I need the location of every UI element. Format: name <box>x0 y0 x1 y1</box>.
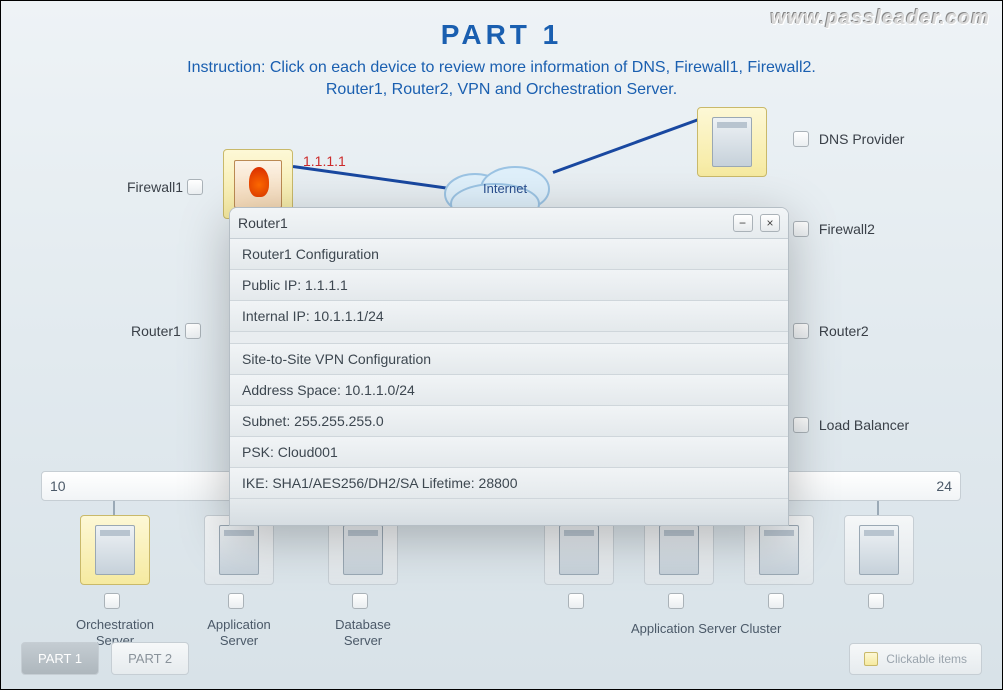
server-icon <box>219 525 259 575</box>
internet-label: Internet <box>483 181 527 196</box>
cluster-server-1[interactable] <box>531 515 627 611</box>
cluster3-checkbox[interactable] <box>768 593 784 609</box>
db-checkbox[interactable] <box>352 593 368 609</box>
orch-checkbox[interactable] <box>104 593 120 609</box>
server-icon <box>659 525 699 575</box>
cluster-caption: Application Server Cluster <box>631 621 781 636</box>
dialog-titlebar[interactable]: Router1 − × <box>230 208 788 239</box>
dns-label-text: DNS Provider <box>819 131 905 147</box>
instruction-line-1: Instruction: Click on each device to rev… <box>187 59 816 76</box>
server-icon <box>343 525 383 575</box>
server-icon <box>95 525 135 575</box>
dns-device[interactable] <box>697 107 767 177</box>
router2-checkbox[interactable] <box>793 323 809 339</box>
legend-text: Clickable items <box>886 652 967 666</box>
dialog-footer <box>230 499 788 525</box>
server-icon <box>712 117 752 167</box>
server-icon <box>559 525 599 575</box>
instruction-line-2: Router1, Router2, VPN and Orchestration … <box>326 81 677 98</box>
dialog-row: Internal IP: 10.1.1.1/24 <box>230 301 788 332</box>
firewall1-label-text: Firewall1 <box>127 179 183 195</box>
firewall2-label: Firewall2 <box>793 221 875 238</box>
app-checkbox[interactable] <box>228 593 244 609</box>
legend-swatch <box>864 652 878 666</box>
firewall2-checkbox[interactable] <box>793 221 809 237</box>
db-caption: Database Server <box>315 617 411 648</box>
router2-label: Router2 <box>793 323 869 340</box>
cluster-server-3[interactable] <box>731 515 827 611</box>
dialog-row: PSK: Cloud001 <box>230 437 788 468</box>
router1-checkbox[interactable] <box>185 323 201 339</box>
router1-label: Router1 <box>131 323 207 340</box>
cluster4-checkbox[interactable] <box>868 593 884 609</box>
dialog-row: Public IP: 1.1.1.1 <box>230 270 788 301</box>
loadbalancer-label-text: Load Balancer <box>819 417 909 433</box>
dns-checkbox[interactable] <box>793 131 809 147</box>
firewall1-ip: 1.1.1.1 <box>303 153 346 169</box>
router2-label-text: Router2 <box>819 323 869 339</box>
server-icon <box>759 525 799 575</box>
cluster-server-2[interactable] <box>631 515 727 611</box>
cluster-server-4[interactable] <box>831 515 927 611</box>
loadbalancer-checkbox[interactable] <box>793 417 809 433</box>
loadbalancer-label: Load Balancer <box>793 417 909 434</box>
cluster1-checkbox[interactable] <box>568 593 584 609</box>
part2-tab[interactable]: PART 2 <box>111 642 189 675</box>
app-caption: Application Server <box>191 617 287 648</box>
dialog-title: Router1 <box>238 215 288 231</box>
dialog-row: Address Space: 10.1.1.0/24 <box>230 375 788 406</box>
network-diagram: Firewall1 1.1.1.1 Internet DNS Provider … <box>1 101 1003 581</box>
dialog-row: Site-to-Site VPN Configuration <box>230 344 788 375</box>
firewall-icon <box>234 160 282 208</box>
router1-label-text: Router1 <box>131 323 181 339</box>
dialog-row: Subnet: 255.255.255.0 <box>230 406 788 437</box>
instruction-text: Instruction: Click on each device to rev… <box>1 57 1002 102</box>
server-icon <box>859 525 899 575</box>
subnet-right: 24 <box>936 478 952 494</box>
subnet-left: 10 <box>50 478 66 494</box>
router1-dialog: Router1 − × Router1 Configuration Public… <box>229 207 789 526</box>
database-server[interactable]: Database Server <box>315 515 411 648</box>
dialog-row: IKE: SHA1/AES256/DH2/SA Lifetime: 28800 <box>230 468 788 499</box>
orchestration-server[interactable]: Orchestration Server <box>67 515 163 648</box>
firewall1-checkbox[interactable] <box>187 179 203 195</box>
dialog-gap <box>230 332 788 344</box>
application-server[interactable]: Application Server <box>191 515 287 648</box>
part1-tab[interactable]: PART 1 <box>21 642 99 675</box>
firewall2-label-text: Firewall2 <box>819 221 875 237</box>
link-dns-internet <box>552 113 713 174</box>
dialog-minimize-button[interactable]: − <box>733 214 753 232</box>
footer-tabs: PART 1 PART 2 <box>21 642 189 675</box>
firewall1-label: Firewall1 <box>127 179 209 196</box>
dialog-close-button[interactable]: × <box>760 214 780 232</box>
watermark-text: www.passleader.com <box>770 7 990 30</box>
dialog-row: Router1 Configuration <box>230 239 788 270</box>
cluster2-checkbox[interactable] <box>668 593 684 609</box>
clickable-legend: Clickable items <box>849 643 982 675</box>
dns-label: DNS Provider <box>793 131 904 148</box>
